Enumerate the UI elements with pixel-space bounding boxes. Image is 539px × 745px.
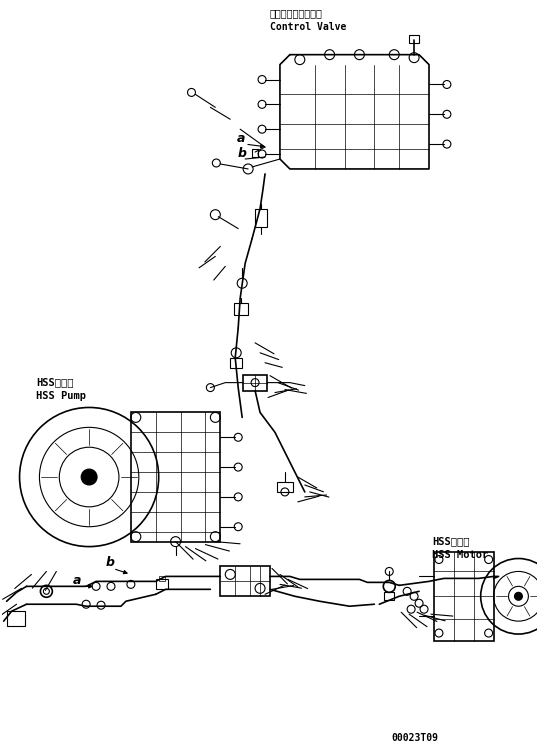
Bar bbox=[131, 413, 220, 542]
Text: HSSポンプ: HSSポンプ bbox=[37, 378, 74, 387]
Text: HSS Pump: HSS Pump bbox=[37, 390, 86, 401]
Text: 00023T09: 00023T09 bbox=[391, 733, 438, 744]
Text: HSS Motor: HSS Motor bbox=[432, 550, 488, 559]
Circle shape bbox=[514, 592, 522, 600]
Text: a: a bbox=[237, 132, 246, 145]
Text: b: b bbox=[237, 147, 246, 160]
Bar bbox=[220, 566, 270, 596]
Circle shape bbox=[81, 469, 97, 485]
Text: Control Valve: Control Valve bbox=[270, 22, 347, 32]
Bar bbox=[6, 611, 25, 626]
Text: b: b bbox=[106, 557, 115, 569]
Bar bbox=[156, 580, 168, 589]
Text: コントロールバルブ: コントロールバルブ bbox=[270, 8, 323, 18]
Bar bbox=[158, 577, 164, 581]
Polygon shape bbox=[280, 54, 429, 169]
Bar bbox=[234, 303, 248, 315]
Bar bbox=[409, 35, 419, 42]
Text: HSSモータ: HSSモータ bbox=[432, 536, 469, 547]
Bar bbox=[243, 375, 267, 390]
Bar bbox=[384, 592, 394, 600]
Bar bbox=[255, 209, 267, 226]
Bar bbox=[252, 149, 258, 157]
Bar bbox=[277, 482, 293, 492]
Text: a: a bbox=[73, 574, 81, 587]
Bar bbox=[434, 551, 494, 641]
Bar bbox=[230, 358, 242, 368]
